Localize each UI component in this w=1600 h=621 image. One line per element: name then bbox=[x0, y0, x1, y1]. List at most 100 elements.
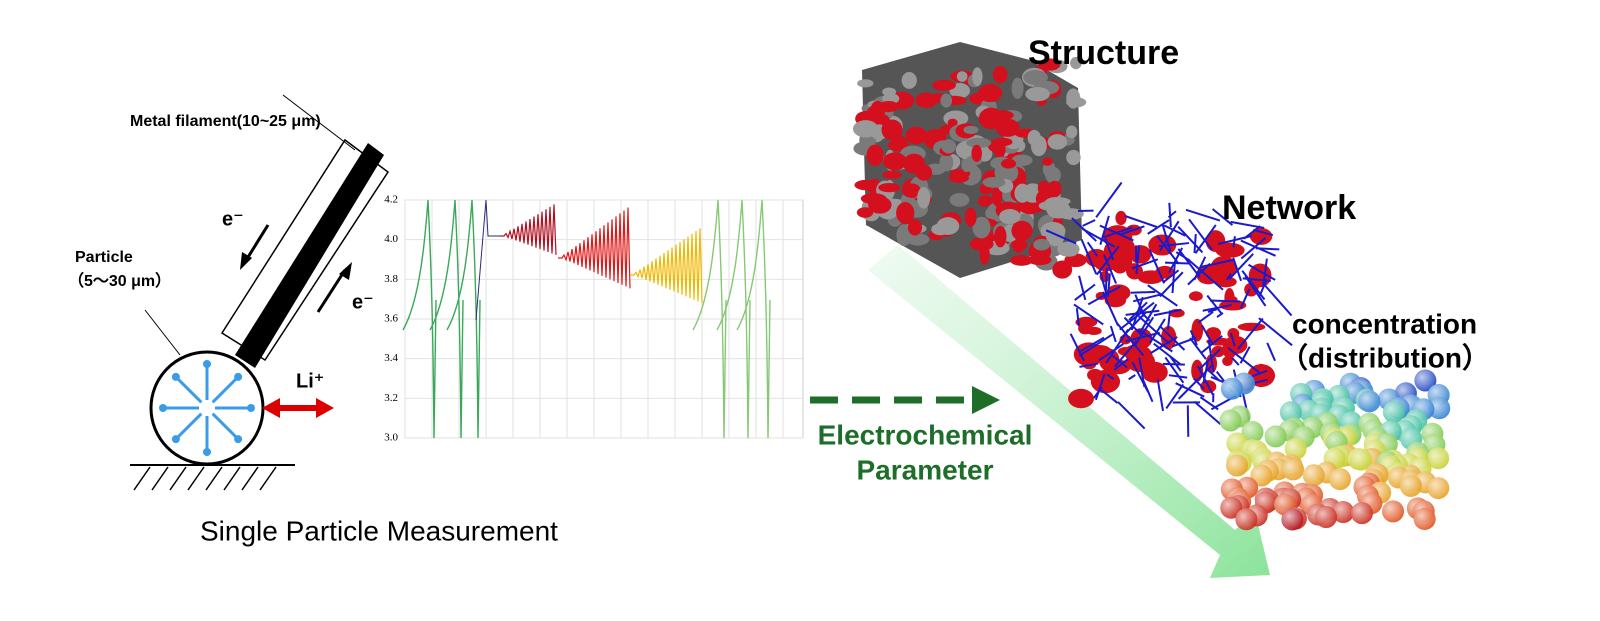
ray-head bbox=[203, 360, 211, 368]
edge bbox=[1113, 358, 1129, 371]
edge bbox=[1165, 383, 1184, 410]
edge bbox=[1078, 332, 1114, 357]
grain bbox=[1033, 238, 1050, 251]
edge bbox=[1171, 261, 1176, 294]
edge bbox=[1240, 236, 1267, 260]
y-tick-label: 3.4 bbox=[384, 352, 398, 364]
grain bbox=[878, 182, 901, 193]
edge bbox=[1218, 235, 1252, 245]
plot: 3.0 3.2 3.4 3.6 3.8 4.0 4.2 bbox=[384, 194, 803, 444]
edge bbox=[1086, 241, 1099, 257]
grain bbox=[982, 177, 1006, 188]
sphere-shine bbox=[1427, 447, 1450, 470]
edge bbox=[1163, 224, 1186, 237]
edge bbox=[1153, 342, 1182, 366]
curve bbox=[475, 199, 500, 321]
hatch-line bbox=[205, 466, 223, 491]
arrowhead bbox=[316, 398, 334, 418]
grain bbox=[1057, 241, 1080, 257]
grain bbox=[866, 104, 885, 121]
edge bbox=[1081, 228, 1116, 248]
edge bbox=[1098, 387, 1119, 404]
sphere-shine bbox=[1220, 496, 1243, 519]
sphere-shine bbox=[1315, 506, 1338, 529]
edge bbox=[1185, 208, 1221, 222]
grain bbox=[972, 216, 991, 239]
filament bbox=[235, 143, 384, 368]
leader-line bbox=[282, 94, 356, 151]
grain bbox=[1027, 254, 1052, 266]
arrowhead bbox=[262, 398, 280, 418]
grain bbox=[1011, 220, 1033, 241]
grain bbox=[857, 79, 874, 88]
grain bbox=[1023, 69, 1048, 86]
edge bbox=[1163, 269, 1180, 283]
grain bbox=[1011, 77, 1024, 99]
grain bbox=[941, 139, 957, 154]
parameter-label: Parameter bbox=[857, 454, 994, 485]
edge bbox=[1159, 220, 1180, 252]
diffusion-arrows bbox=[159, 360, 255, 456]
grain bbox=[964, 207, 977, 227]
blob bbox=[1191, 318, 1204, 342]
edge bbox=[1045, 229, 1077, 245]
blob bbox=[1224, 288, 1235, 309]
edge bbox=[1232, 257, 1243, 282]
grain bbox=[939, 153, 954, 172]
edge bbox=[1258, 278, 1268, 297]
edge bbox=[1164, 356, 1185, 384]
edge bbox=[1106, 373, 1115, 381]
grain bbox=[881, 119, 903, 141]
grain bbox=[1047, 134, 1068, 150]
y-tick-label: 4.2 bbox=[384, 194, 398, 206]
sphere-shine bbox=[1358, 390, 1381, 413]
edge bbox=[1188, 259, 1224, 291]
grain bbox=[978, 107, 1004, 130]
edge bbox=[1161, 224, 1172, 252]
grain bbox=[1045, 224, 1065, 247]
edge bbox=[1188, 218, 1213, 251]
sphere-shine bbox=[1226, 454, 1249, 477]
edge bbox=[1177, 248, 1201, 278]
sphere-shine bbox=[1413, 508, 1436, 531]
caption: Single Particle Measurement bbox=[200, 515, 558, 546]
grain bbox=[896, 224, 912, 247]
sphere-shine bbox=[1382, 401, 1405, 424]
grain bbox=[956, 71, 968, 82]
blob bbox=[1205, 327, 1222, 340]
edge bbox=[1187, 262, 1211, 286]
concentration-label: concentration bbox=[1292, 308, 1477, 339]
grain bbox=[906, 233, 930, 246]
arrowhead bbox=[972, 386, 1000, 414]
grain bbox=[994, 225, 1007, 248]
edge bbox=[1132, 292, 1164, 303]
edge bbox=[1175, 382, 1205, 398]
curve bbox=[736, 199, 771, 439]
grain bbox=[1038, 58, 1061, 71]
edge bbox=[1120, 310, 1148, 339]
grain bbox=[883, 152, 907, 171]
grain bbox=[868, 196, 892, 214]
edge bbox=[1193, 400, 1222, 426]
edge bbox=[1177, 225, 1204, 254]
edge bbox=[1138, 357, 1146, 388]
grain bbox=[1066, 149, 1081, 166]
edge bbox=[1207, 308, 1218, 313]
curve bbox=[558, 207, 631, 289]
leader-line bbox=[144, 309, 181, 356]
blob bbox=[1106, 284, 1131, 302]
grain bbox=[971, 144, 982, 163]
edge bbox=[1247, 263, 1276, 281]
grain bbox=[940, 93, 953, 108]
edge bbox=[1095, 181, 1123, 218]
edge bbox=[1075, 308, 1080, 327]
hatch-line bbox=[169, 466, 187, 491]
edge bbox=[1253, 228, 1274, 237]
edge bbox=[1177, 365, 1213, 400]
electron-label: e⁻ bbox=[222, 208, 244, 230]
grain bbox=[856, 207, 874, 218]
edge bbox=[1244, 275, 1267, 307]
edge bbox=[1117, 401, 1146, 430]
